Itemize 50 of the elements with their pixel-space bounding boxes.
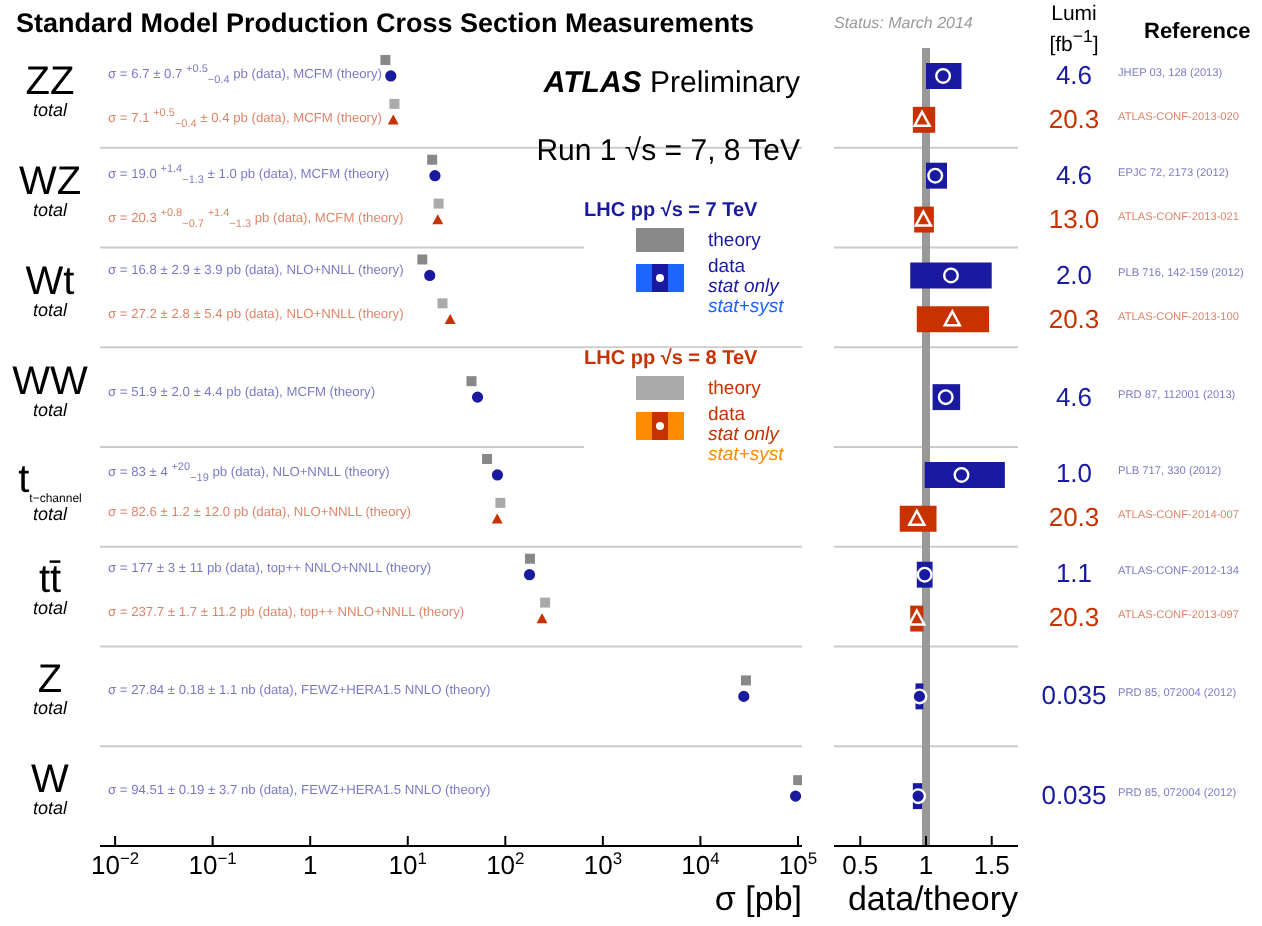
text: 0.035: [1041, 680, 1107, 711]
x-tick-label: 10$^{−2}$: [91, 848, 140, 880]
text: 4.6: [1055, 159, 1093, 190]
text: 20.3: [1048, 502, 1100, 533]
chart-title: Standard Model Production Cross Section Measurements: [16, 8, 755, 38]
annotation: stat+syst: [708, 295, 784, 318]
text: 20.3: [1048, 103, 1100, 134]
x-tick-label: 1: [918, 850, 934, 880]
legend-label: theory: [706, 228, 763, 252]
x-tick-label: 10$^{4}$: [681, 848, 721, 880]
x-tick-label: 10$^{−1}$: [188, 848, 238, 880]
text: 2.0: [1055, 259, 1093, 290]
annotation: stat only: [708, 423, 782, 446]
x-tick-label: 10$^{1}$: [388, 848, 428, 880]
y-tick-label: Wt total: [23, 259, 77, 320]
y-tick-label: ZZ total: [23, 59, 77, 120]
text: 13.0: [1048, 203, 1100, 234]
text: 1.1: [1055, 558, 1093, 589]
text: 20.3: [1048, 303, 1100, 334]
text: Reference: [1144, 20, 1251, 44]
x-axis-title: data/theory: [847, 880, 1018, 920]
annotation: Run 1 √s = 7, 8 TeV: [534, 134, 800, 168]
x-tick-label: 10$^{3}$: [583, 848, 623, 880]
x-axis-title: σ [pb]: [714, 880, 802, 920]
x-tick-label: 10$^{5}$: [778, 848, 818, 880]
legend-label: theory: [706, 376, 763, 400]
y-tick-label: WW total: [10, 359, 90, 420]
annotation: stat only: [708, 275, 782, 298]
text: 20.3: [1048, 602, 1100, 633]
y-tick-label: t$_{t−channel}$ total: [16, 458, 84, 525]
annotation: LHC pp √s = 8 TeV: [584, 348, 760, 370]
legend-label: data: [708, 256, 747, 278]
text: 0.035: [1041, 780, 1107, 811]
x-tick-label: 1.5: [973, 850, 1010, 880]
y-tick-label: WZ total: [16, 159, 84, 220]
annotation: stat+syst: [708, 443, 784, 466]
y-tick-label: tt̄ total: [30, 558, 70, 619]
text: 4.6: [1055, 59, 1093, 90]
x-tick-label: 1: [302, 850, 318, 880]
x-tick-label: 10$^{2}$: [486, 848, 526, 880]
annotation: ATLAS Preliminary: [541, 66, 800, 100]
y-tick-label: Z total: [30, 658, 70, 719]
y-tick-label: W total: [29, 758, 71, 819]
text: Lumi [fb$^{−1}$]: [1047, 2, 1101, 58]
legend-label: data: [708, 404, 747, 426]
x-tick-label: 0.5: [842, 850, 879, 880]
chart-subtitle: Status: March 2014: [834, 14, 973, 32]
annotation: LHC pp √s = 7 TeV: [584, 200, 760, 222]
text: 1.0: [1055, 458, 1093, 489]
text: 4.6: [1055, 381, 1093, 412]
